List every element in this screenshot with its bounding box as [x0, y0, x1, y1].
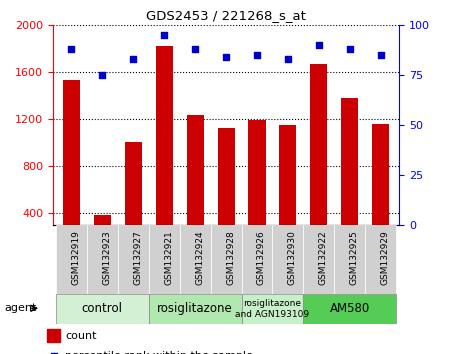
Text: rosiglitazone
and AGN193109: rosiglitazone and AGN193109 — [235, 299, 309, 319]
Text: GSM132921: GSM132921 — [164, 230, 173, 285]
Bar — [56, 294, 149, 324]
Bar — [47, 329, 60, 342]
Bar — [218, 128, 235, 260]
Text: GSM132919: GSM132919 — [71, 230, 80, 285]
Bar — [56, 225, 87, 294]
Text: GSM132922: GSM132922 — [319, 230, 328, 285]
Title: GDS2453 / 221268_s_at: GDS2453 / 221268_s_at — [146, 9, 306, 22]
Bar — [341, 98, 358, 260]
Bar — [248, 120, 265, 260]
Bar — [372, 124, 389, 260]
Bar — [241, 225, 273, 294]
Bar — [149, 225, 179, 294]
Point — [377, 52, 385, 58]
Bar — [149, 294, 241, 324]
Point — [129, 56, 137, 62]
Point — [99, 72, 106, 78]
Bar — [179, 225, 211, 294]
Point — [315, 42, 323, 48]
Point — [223, 54, 230, 59]
Text: agent: agent — [4, 303, 37, 313]
Text: control: control — [82, 302, 123, 315]
Text: GSM132930: GSM132930 — [288, 230, 297, 285]
Point — [161, 32, 168, 38]
Bar — [303, 294, 396, 324]
Text: GSM132923: GSM132923 — [102, 230, 111, 285]
Bar — [241, 294, 303, 324]
Text: GSM132926: GSM132926 — [257, 230, 266, 285]
Text: GSM132927: GSM132927 — [133, 230, 142, 285]
Text: AM580: AM580 — [330, 302, 370, 315]
Text: GSM132929: GSM132929 — [381, 230, 390, 285]
Bar — [211, 225, 241, 294]
Point — [253, 52, 261, 58]
Bar — [94, 215, 111, 260]
Text: count: count — [66, 331, 97, 341]
Point — [284, 56, 291, 62]
Bar — [303, 225, 334, 294]
Text: rosiglitazone: rosiglitazone — [157, 302, 233, 315]
Bar — [125, 142, 142, 260]
Bar — [87, 225, 118, 294]
Bar — [273, 225, 303, 294]
Bar — [118, 225, 149, 294]
Bar — [156, 46, 173, 260]
Bar — [280, 125, 297, 260]
Point — [191, 46, 199, 52]
Point — [50, 353, 57, 354]
Bar — [334, 225, 365, 294]
Bar — [63, 80, 80, 260]
Text: GSM132925: GSM132925 — [350, 230, 359, 285]
Bar — [310, 64, 327, 260]
Bar — [187, 115, 204, 260]
Point — [346, 46, 353, 52]
Text: percentile rank within the sample: percentile rank within the sample — [66, 351, 253, 354]
Point — [67, 46, 75, 52]
Text: GSM132924: GSM132924 — [195, 230, 204, 285]
Bar — [365, 225, 396, 294]
Text: GSM132928: GSM132928 — [226, 230, 235, 285]
